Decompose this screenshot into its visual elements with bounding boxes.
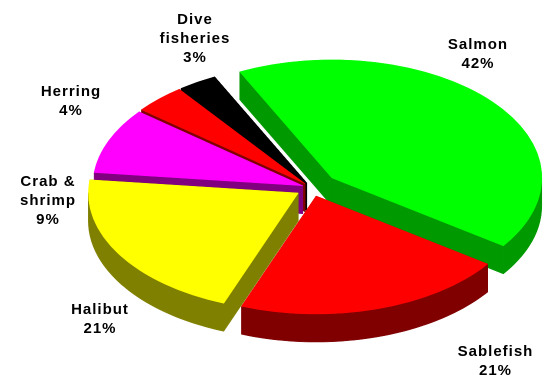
slice-crab-shrimp-top [93, 111, 303, 186]
slice-halibut-top [88, 179, 299, 304]
label-sablefish: Sablefish 21% [448, 342, 543, 380]
label-herring: Herring 4% [26, 82, 116, 120]
label-crab-pct: 9% [36, 211, 60, 228]
label-dive-fisheries: Dive fisheries 3% [155, 10, 235, 67]
label-herring-name: Herring [40, 83, 102, 100]
label-crab-name-line1: Crab & [20, 173, 76, 190]
label-salmon: Salmon 42% [438, 35, 518, 73]
label-sablefish-pct: 21% [478, 362, 513, 379]
slice-herring-top [140, 88, 306, 184]
label-dive-name-line2: fisheries [159, 30, 231, 47]
slice-sablefish-top [241, 195, 489, 315]
label-halibut: Halibut 21% [60, 300, 140, 338]
slice-salmon [239, 59, 543, 275]
slice-sablefish [241, 195, 489, 343]
slice-dive-fisheries-top [180, 76, 307, 184]
label-crab-name-line2: shrimp [19, 192, 76, 209]
label-dive-name-line1: Dive [177, 11, 213, 28]
slice-salmon-top [239, 59, 543, 247]
slice-halibut [88, 179, 299, 333]
label-crab-shrimp: Crab & shrimp 9% [8, 172, 88, 229]
label-salmon-name: Salmon [447, 36, 509, 53]
label-salmon-pct: 42% [461, 55, 495, 72]
label-halibut-pct: 21% [83, 320, 117, 337]
label-herring-pct: 4% [59, 102, 83, 119]
label-halibut-name: Halibut [71, 301, 129, 318]
label-dive-pct: 3% [183, 49, 207, 66]
label-sablefish-name: Sablefish [457, 343, 534, 360]
